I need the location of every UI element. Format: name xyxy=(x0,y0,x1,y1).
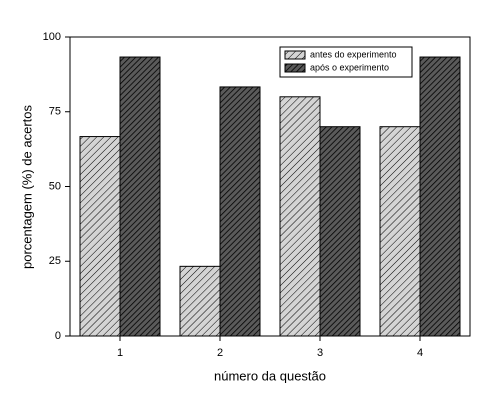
legend-label: antes do experimento xyxy=(310,49,397,59)
legend-swatch xyxy=(284,50,306,60)
y-tick-label: 50 xyxy=(49,180,61,192)
legend-swatch xyxy=(284,63,306,73)
bar xyxy=(179,265,221,337)
bar xyxy=(119,56,161,337)
x-axis-title: número da questão xyxy=(214,368,326,383)
y-tick-label: 0 xyxy=(55,330,61,342)
y-tick-label: 100 xyxy=(43,31,61,43)
bar xyxy=(379,126,421,337)
y-axis-title: porcentagem (%) de acertos xyxy=(19,104,34,269)
bar xyxy=(219,86,261,337)
legend-label: após o experimento xyxy=(310,62,389,72)
bar xyxy=(419,56,461,337)
bar xyxy=(79,136,121,337)
y-tick-label: 25 xyxy=(49,255,61,267)
y-tick-label: 75 xyxy=(49,106,61,118)
plot-frame xyxy=(69,36,471,337)
x-tick-label: 4 xyxy=(417,347,423,359)
x-tick-label: 1 xyxy=(117,347,123,359)
x-tick-label: 3 xyxy=(317,347,323,359)
bar xyxy=(279,96,321,337)
bar xyxy=(319,126,361,337)
x-tick-label: 2 xyxy=(217,347,223,359)
